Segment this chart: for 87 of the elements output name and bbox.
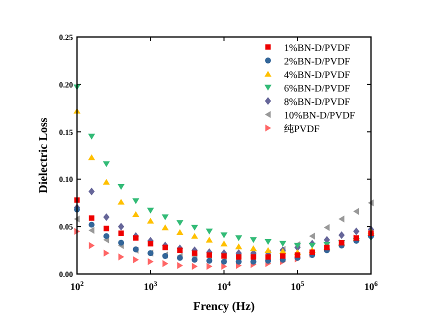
point: [280, 253, 286, 259]
point: [192, 262, 198, 270]
point: [176, 220, 184, 226]
point: [206, 228, 213, 234]
point: [206, 252, 212, 258]
y-tick-label: 0.05: [59, 222, 73, 232]
point: [88, 222, 95, 228]
point: [103, 213, 110, 222]
y-tick-label: 0.25: [59, 33, 73, 42]
point: [264, 239, 272, 245]
point: [221, 258, 227, 265]
x-axis-title: Frency (Hz): [193, 299, 255, 313]
point: [133, 256, 139, 264]
point: [162, 214, 169, 220]
point: [146, 208, 154, 214]
point: [264, 247, 272, 254]
point: [192, 250, 198, 256]
point: [206, 258, 212, 264]
point: [250, 237, 257, 243]
y-tick-label: 0.10: [59, 175, 73, 184]
point: [191, 224, 198, 231]
legend-label: 2%BN-D/PVDF: [284, 56, 351, 68]
legend-label: 纯PVDF: [284, 123, 320, 135]
point: [118, 230, 124, 236]
point: [118, 198, 125, 205]
point: [88, 154, 96, 160]
x-tick-label: 10$^{5}$: [290, 280, 305, 293]
point: [118, 222, 124, 230]
point: [176, 254, 183, 261]
point: [353, 208, 360, 215]
point: [309, 232, 315, 240]
point: [118, 240, 124, 246]
point: [294, 252, 300, 258]
point: [324, 224, 330, 232]
point: [220, 240, 228, 246]
point: [353, 227, 360, 236]
point: [88, 242, 95, 250]
point: [177, 248, 183, 254]
point: [118, 253, 124, 260]
point: [148, 258, 154, 266]
legend-label: 4%BN-D/PVDF: [284, 70, 351, 81]
point: [176, 229, 184, 236]
point: [191, 232, 198, 239]
x-tick-label: 10$^{6}$: [364, 280, 378, 293]
point: [104, 226, 110, 232]
point: [235, 243, 242, 250]
point: [102, 161, 110, 168]
point: [279, 240, 286, 247]
point: [308, 242, 316, 249]
point: [88, 134, 96, 140]
x-tick-label: 10$^{2}$: [70, 280, 84, 293]
point: [250, 245, 257, 252]
point: [148, 240, 154, 246]
point: [146, 218, 154, 224]
point: [162, 224, 169, 230]
point: [206, 236, 213, 243]
point: [162, 260, 168, 268]
legend-label: 6%BN-D/PVDF: [284, 84, 351, 94]
point: [132, 211, 140, 218]
point: [104, 250, 110, 257]
y-axis-title: Dielectric Loss: [36, 117, 50, 194]
x-tick-label: 10$^{3}$: [144, 280, 158, 293]
point: [206, 262, 212, 270]
x-tick-label: 10$^{4}$: [217, 280, 232, 293]
point: [88, 215, 94, 221]
point: [162, 244, 168, 250]
point: [235, 235, 242, 242]
legend-label: 10%BN-D/PVDF: [284, 110, 356, 122]
point: [265, 254, 271, 260]
point: [103, 233, 110, 240]
point: [102, 178, 110, 185]
y-tick-label: 0.20: [59, 80, 73, 90]
point: [250, 254, 256, 260]
point: [132, 198, 140, 204]
point: [88, 188, 95, 196]
point: [338, 231, 345, 240]
point: [338, 216, 344, 223]
point: [118, 184, 125, 190]
legend-label: 1%BN-D/PVDF: [284, 43, 351, 54]
legend-label: 8%BN-D/PVDF: [284, 97, 351, 108]
point: [88, 226, 94, 234]
point: [177, 262, 184, 269]
y-tick-label: 0.15: [59, 128, 73, 137]
point: [220, 232, 228, 238]
point: [133, 235, 139, 241]
point: [192, 256, 198, 263]
y-tick-label: 0.00: [59, 270, 73, 279]
